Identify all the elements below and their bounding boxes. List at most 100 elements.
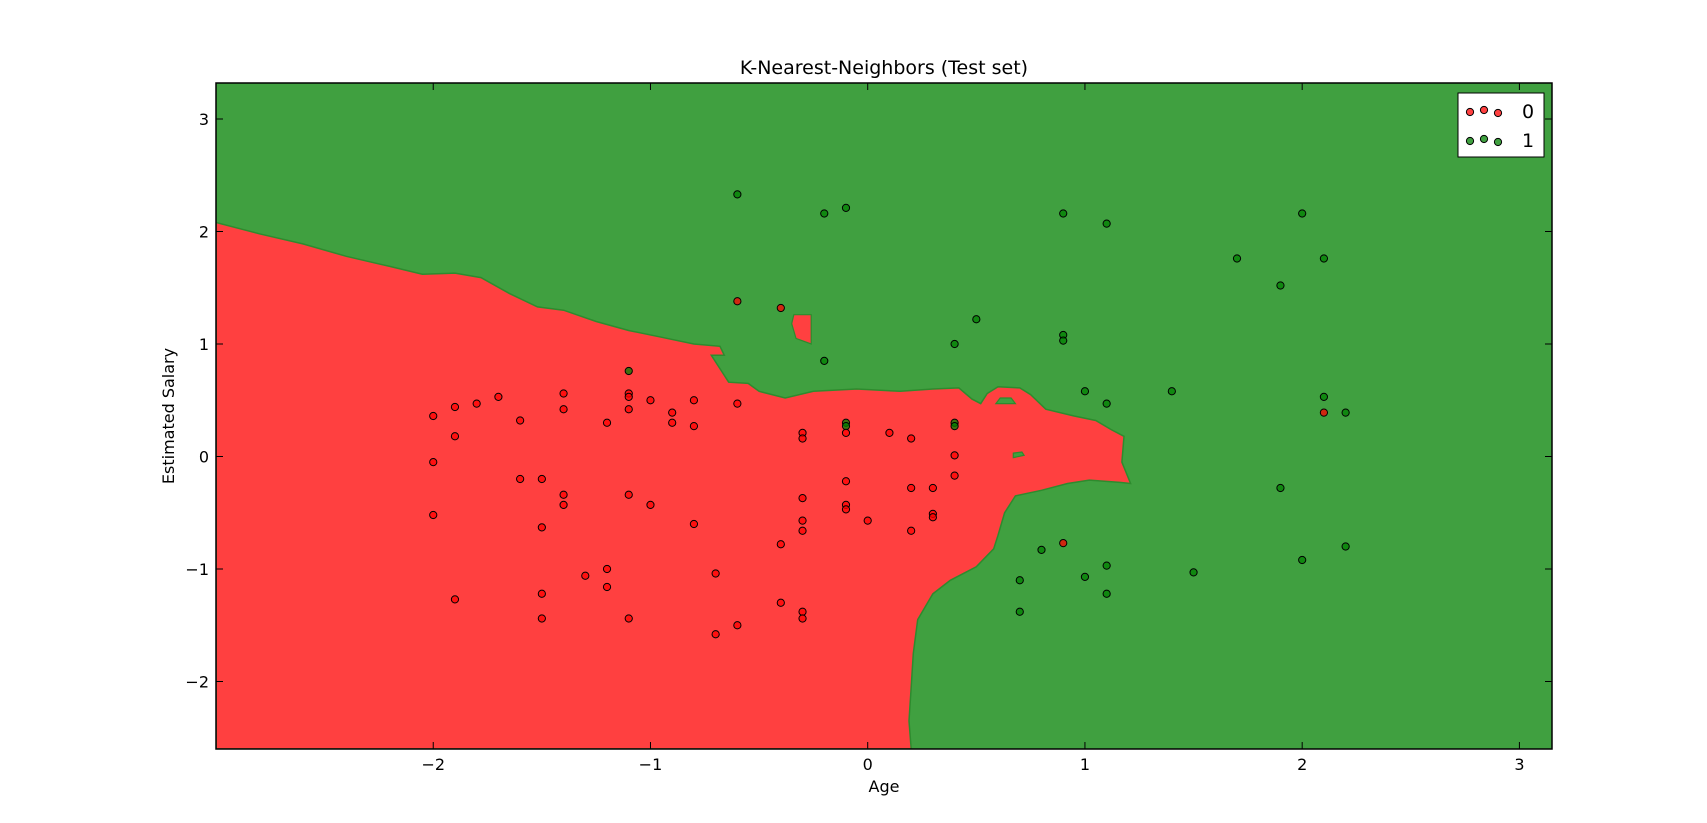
- data-point-red-region: [581, 571, 590, 580]
- chart-title: K-Nearest-Neighbors (Test set): [740, 57, 1028, 79]
- data-point-red-region: [907, 483, 916, 493]
- data-point-red-region: [841, 422, 851, 431]
- data-point-class-1: [1341, 408, 1350, 417]
- y-tick-label: 0: [199, 448, 209, 467]
- data-point-red-region: [429, 411, 438, 421]
- data-point-red-region: [559, 500, 568, 509]
- data-point-red-region: [494, 392, 503, 401]
- data-point-red-region: [928, 483, 937, 493]
- data-point-red-region: [559, 389, 568, 398]
- data-point-class-1: [950, 339, 959, 349]
- data-point-class-1: [1232, 254, 1242, 263]
- data-point-red-region: [537, 589, 546, 598]
- x-tick-label: 0: [863, 755, 873, 774]
- x-axis-ticks: −2 −1 0 1 2 3: [421, 83, 1525, 774]
- legend-label-1: 1: [1522, 130, 1534, 152]
- data-point-class-0: [733, 297, 742, 306]
- data-point-red-region: [624, 366, 633, 376]
- data-point-red-region: [798, 434, 807, 443]
- x-tick-label: 3: [1514, 755, 1524, 774]
- data-point-red-region: [516, 416, 525, 425]
- data-point-red-region: [776, 540, 785, 549]
- data-point-red-region: [689, 519, 699, 529]
- data-point-class-1: [1298, 555, 1307, 565]
- data-point-red-region: [429, 510, 438, 520]
- data-point-red-region: [907, 526, 916, 535]
- data-point-red-region: [928, 513, 937, 522]
- data-point-red-region: [624, 405, 633, 414]
- data-point-red-region: [450, 432, 460, 441]
- y-tick-label: −1: [185, 560, 209, 579]
- data-point-red-region: [668, 418, 677, 427]
- data-point-class-1: [1080, 387, 1090, 396]
- data-point-class-0: [1059, 539, 1068, 548]
- data-point-red-region: [798, 494, 807, 503]
- data-point-red-region: [733, 621, 742, 630]
- y-axis-ticks: −2 −1 0 1 2 3: [185, 110, 1552, 692]
- data-point-red-region: [798, 614, 807, 623]
- data-point-class-1: [1319, 254, 1329, 263]
- data-point-red-region: [776, 598, 785, 607]
- y-tick-label: 1: [199, 335, 209, 354]
- legend-marker-0: [1479, 105, 1489, 115]
- region-island-2: [1012, 451, 1026, 459]
- data-point-red-region: [537, 523, 546, 532]
- data-point-red-region: [429, 458, 438, 467]
- legend: 01: [1457, 92, 1545, 158]
- legend-marker-1: [1479, 134, 1489, 144]
- data-point-red-region: [624, 392, 633, 401]
- data-point-red-region: [950, 422, 959, 431]
- legend-label-0: 0: [1522, 101, 1534, 123]
- data-point-red-region: [798, 607, 807, 616]
- data-point-red-region: [907, 434, 916, 443]
- y-tick-label: 2: [199, 223, 209, 242]
- data-point-red-region: [950, 471, 959, 480]
- region-fleck: [1144, 486, 1151, 490]
- data-point-red-region: [646, 500, 655, 509]
- region-class-0: [216, 221, 1132, 749]
- data-point-class-1: [820, 209, 829, 218]
- x-tick-label: 2: [1297, 755, 1307, 774]
- data-point-class-1: [1319, 392, 1329, 401]
- data-point-red-region: [537, 474, 546, 484]
- plot-frame: [215, 82, 1553, 750]
- data-point-red-region: [711, 630, 720, 639]
- legend-marker-1: [1493, 137, 1503, 147]
- y-tick-label: 3: [199, 110, 209, 129]
- data-point-class-0: [776, 303, 785, 313]
- data-point-class-1: [1080, 572, 1090, 581]
- data-point-class-1: [1167, 387, 1176, 396]
- region-island-1: [994, 397, 1017, 405]
- legend-marker-0: [1465, 107, 1475, 117]
- data-point-red-region: [559, 405, 568, 414]
- data-point-class-1: [1059, 336, 1068, 345]
- decision-regions: [216, 83, 1552, 749]
- region-island-0: [791, 314, 812, 345]
- legend-marker-1: [1465, 136, 1475, 146]
- data-point-red-region: [559, 490, 568, 499]
- data-point-red-region: [733, 399, 742, 408]
- data-point-red-region: [841, 428, 851, 437]
- plot-area: [215, 82, 1553, 750]
- data-point-red-region: [450, 595, 460, 604]
- data-point-class-1: [1276, 483, 1285, 493]
- data-point-red-region: [841, 505, 851, 514]
- data-point-red-region: [624, 490, 633, 499]
- data-point-class-0: [1319, 408, 1329, 417]
- y-tick-label: −2: [185, 673, 209, 692]
- data-point-class-1: [1015, 607, 1024, 616]
- x-axis-label: Age: [869, 777, 900, 796]
- data-point-class-1: [1298, 209, 1307, 218]
- data-point-class-1: [1015, 576, 1024, 585]
- data-point-red-region: [711, 569, 720, 578]
- data-point-class-1: [1037, 545, 1046, 554]
- data-point-red-region: [450, 402, 460, 412]
- data-point-red-region: [646, 396, 655, 405]
- data-point-red-region: [516, 474, 525, 484]
- data-point-red-region: [602, 582, 612, 592]
- data-point-red-region: [798, 516, 807, 525]
- data-point-red-region: [863, 516, 872, 525]
- data-point-class-1: [1102, 219, 1111, 228]
- data-point-class-1: [841, 203, 851, 212]
